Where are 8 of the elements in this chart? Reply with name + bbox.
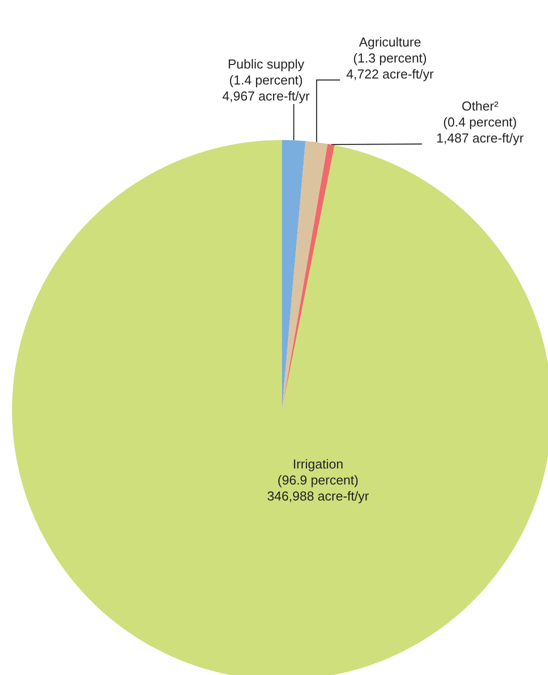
slice-label: Public supply <box>228 56 305 72</box>
slice-label: Irrigation <box>292 456 344 472</box>
data-label: (1.3 percent) 4,722 acre-ft/yr <box>346 50 434 82</box>
slice-label: Other² <box>462 98 500 114</box>
slice-label: Agriculture <box>358 34 422 50</box>
data-label: (96.9 percent) 346,988 acre-ft/yr <box>267 472 370 504</box>
data-label: (0.4 percent) 1,487 acre-ft/yr <box>436 114 524 146</box>
data-label: (1.4 percent) 4,967 acre-ft/yr <box>222 72 310 104</box>
